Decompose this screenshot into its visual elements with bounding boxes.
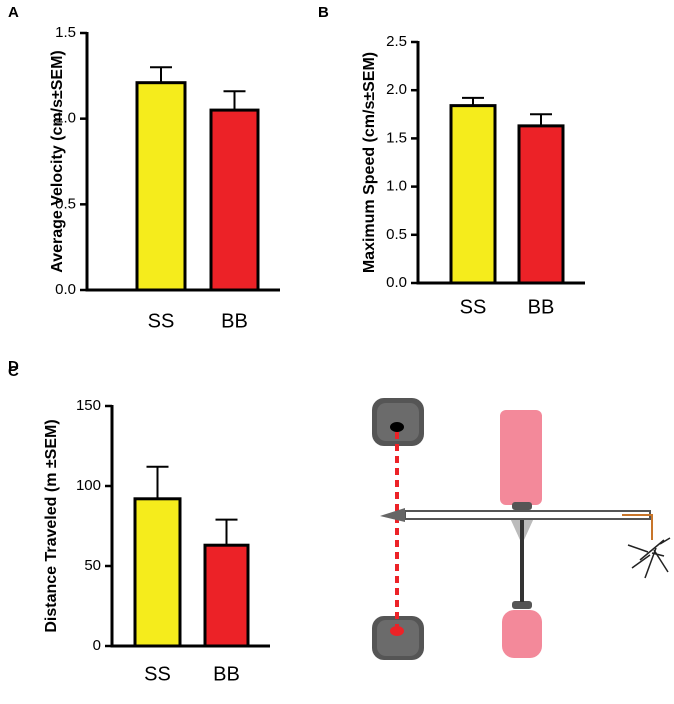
bar bbox=[209, 108, 260, 292]
y-tick-label: 1.5 bbox=[55, 24, 76, 41]
clamp-top bbox=[512, 502, 532, 510]
y-tick-label: 0 bbox=[93, 637, 101, 654]
panel-label: C bbox=[8, 363, 19, 380]
panel-label: D bbox=[8, 358, 19, 375]
bar bbox=[203, 543, 250, 648]
flag bbox=[380, 508, 405, 522]
mosquito bbox=[627, 537, 671, 579]
y-tick-label: 2.5 bbox=[386, 33, 407, 50]
x-tick-label: SS bbox=[144, 663, 171, 685]
y-tick-label: 1.5 bbox=[386, 129, 407, 146]
detector-top-face bbox=[377, 403, 419, 441]
y-tick-label: 2.0 bbox=[386, 81, 407, 98]
y-tick-label: 0.0 bbox=[55, 281, 76, 298]
y-tick-label: 150 bbox=[76, 397, 101, 414]
y-tick-label: 50 bbox=[84, 557, 101, 574]
x-tick-label: BB bbox=[528, 296, 555, 318]
arm bbox=[404, 510, 651, 520]
y-tick-label: 0.0 bbox=[386, 274, 407, 291]
detector-bottom-face bbox=[377, 620, 419, 656]
bar bbox=[517, 124, 565, 285]
clamp-bottom bbox=[512, 601, 532, 609]
tether bbox=[622, 514, 653, 540]
bar bbox=[133, 497, 182, 648]
y-axis-label: Maximum Speed (cm/s±SEM) bbox=[361, 52, 378, 273]
sensor bbox=[390, 422, 404, 432]
y-tick-label: 1.0 bbox=[55, 110, 76, 127]
x-tick-label: BB bbox=[213, 663, 240, 685]
x-tick-label: BB bbox=[221, 310, 248, 332]
y-tick-label: 0.5 bbox=[386, 226, 407, 243]
x-tick-label: SS bbox=[148, 310, 175, 332]
bar bbox=[135, 81, 187, 292]
panel-label: A bbox=[8, 4, 19, 21]
diagram bbox=[372, 398, 671, 660]
laser bbox=[390, 626, 404, 636]
y-tick-label: 1.0 bbox=[386, 178, 407, 195]
bar bbox=[449, 104, 497, 285]
magnet-top bbox=[500, 410, 542, 505]
y-tick-label: 0.5 bbox=[55, 195, 76, 212]
magnet-bottom bbox=[502, 610, 542, 658]
y-axis-label: Distance Traveled (m ±SEM) bbox=[43, 419, 60, 632]
y-axis-label: Average Velocity (cm/s±SEM) bbox=[49, 50, 66, 273]
y-tick-label: 100 bbox=[76, 477, 101, 494]
x-tick-label: SS bbox=[460, 296, 487, 318]
panel-label: B bbox=[318, 4, 329, 21]
